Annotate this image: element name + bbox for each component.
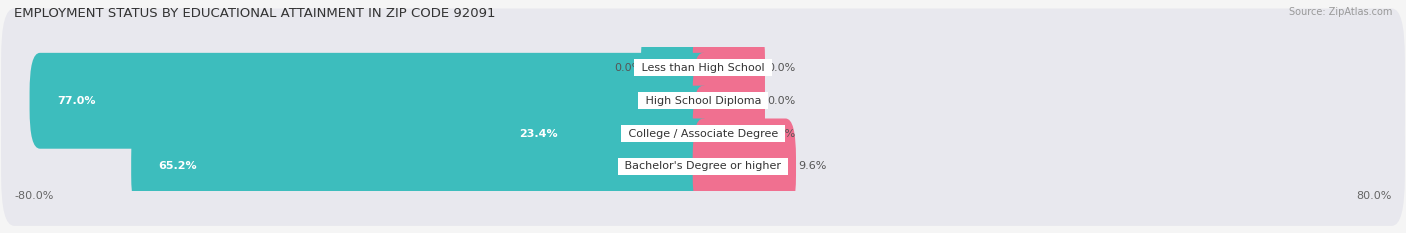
Text: 23.4%: 23.4% bbox=[519, 129, 557, 139]
FancyBboxPatch shape bbox=[30, 53, 713, 149]
FancyBboxPatch shape bbox=[641, 20, 713, 116]
Text: EMPLOYMENT STATUS BY EDUCATIONAL ATTAINMENT IN ZIP CODE 92091: EMPLOYMENT STATUS BY EDUCATIONAL ATTAINM… bbox=[14, 7, 495, 20]
Text: High School Diploma: High School Diploma bbox=[641, 96, 765, 106]
Text: 0.0%: 0.0% bbox=[614, 63, 643, 73]
FancyBboxPatch shape bbox=[1, 9, 1405, 127]
FancyBboxPatch shape bbox=[491, 86, 713, 182]
FancyBboxPatch shape bbox=[693, 20, 765, 116]
FancyBboxPatch shape bbox=[693, 53, 765, 149]
Text: 0.0%: 0.0% bbox=[768, 96, 796, 106]
Text: 0.0%: 0.0% bbox=[768, 63, 796, 73]
FancyBboxPatch shape bbox=[693, 86, 765, 182]
Text: Source: ZipAtlas.com: Source: ZipAtlas.com bbox=[1288, 7, 1392, 17]
FancyBboxPatch shape bbox=[693, 119, 796, 214]
Text: 65.2%: 65.2% bbox=[159, 161, 197, 171]
Text: -80.0%: -80.0% bbox=[14, 191, 53, 201]
Text: College / Associate Degree: College / Associate Degree bbox=[624, 129, 782, 139]
FancyBboxPatch shape bbox=[131, 119, 713, 214]
FancyBboxPatch shape bbox=[1, 74, 1405, 193]
Text: Less than High School: Less than High School bbox=[638, 63, 768, 73]
Text: 77.0%: 77.0% bbox=[58, 96, 96, 106]
FancyBboxPatch shape bbox=[1, 107, 1405, 226]
Text: 0.0%: 0.0% bbox=[768, 129, 796, 139]
Text: Bachelor's Degree or higher: Bachelor's Degree or higher bbox=[621, 161, 785, 171]
Text: 9.6%: 9.6% bbox=[799, 161, 827, 171]
FancyBboxPatch shape bbox=[1, 41, 1405, 160]
Text: 80.0%: 80.0% bbox=[1357, 191, 1392, 201]
